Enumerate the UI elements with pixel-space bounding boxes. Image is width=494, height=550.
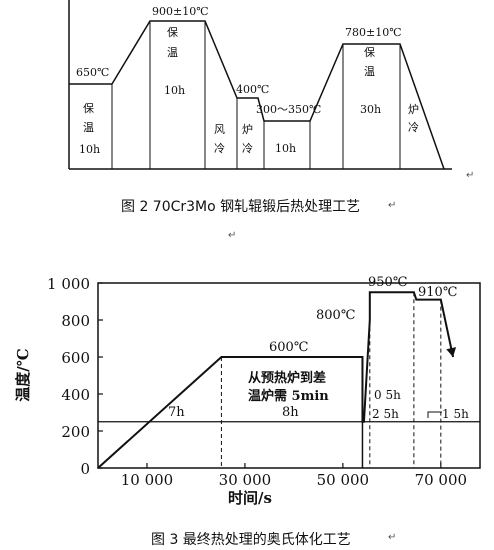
chart-ylabel: 温度/℃: [14, 348, 32, 401]
chart-x-tick-label: 50 000: [317, 471, 370, 489]
fig2-hold4-wen: 温: [364, 65, 375, 78]
chart-x-tick-label: 30 000: [219, 471, 272, 489]
chart-xlabel: 时间/s: [228, 489, 272, 507]
chart-annot-7h: 7h: [168, 405, 185, 420]
chart-y-tick-label: 600: [61, 349, 90, 367]
figure2-caption: 图 2 70Cr3Mo 钢轧辊锻后热处理工艺: [121, 199, 361, 215]
chart-annot-800: 800℃: [316, 308, 355, 323]
fig2-hold1-bao: 保: [83, 101, 94, 115]
chart-annot-950: 950℃: [368, 275, 407, 290]
fig2-label-780: 780±10℃: [345, 26, 402, 39]
fig2-process-curve: [69, 20, 445, 170]
fig2-hold2-time: 10h: [164, 84, 185, 97]
figure2-diagram: 650℃ 900±10℃ 400℃ 300～350℃ 780±10℃ 保 温 1…: [68, 0, 452, 170]
fig2-hold4-bao: 保: [364, 45, 375, 59]
fig2-hold3-time: 10h: [275, 142, 296, 155]
fig2-label-650: 650℃: [76, 66, 109, 79]
paragraph-mark: ↵: [388, 200, 397, 211]
chart-annot-bracket: [427, 411, 442, 418]
figure3-caption: 图 3 最终热处理的奥氏体化工艺: [151, 532, 351, 548]
fig2-hold2-wen: 温: [167, 46, 178, 59]
chart-arrowhead: [446, 347, 457, 357]
fig2-label-900: 900±10℃: [152, 5, 209, 18]
fig2-label-400: 400℃: [236, 83, 269, 96]
chart-series-line: [97, 291, 455, 469]
paragraph-mark: ↵: [228, 230, 237, 241]
chart-annot-transfer-2: 温炉需 5min: [248, 388, 329, 404]
chart-y-tick-label: 800: [61, 312, 90, 330]
chart-annot-0-5h: 0 5h: [374, 388, 401, 402]
chart-y-tick-label: 0: [80, 460, 90, 478]
fig2-label-300-350: 300～350℃: [256, 103, 321, 116]
chart-y-tick-label: 200: [61, 423, 90, 441]
chart-y-tick-label: 1 000: [47, 275, 90, 293]
fig2-furnace2-leng: 冷: [408, 121, 419, 134]
paragraph-mark: ↵: [388, 532, 397, 543]
chart-y-tick-label: 400: [61, 386, 90, 404]
chart-annot-transfer-1: 从预热炉到差: [248, 370, 326, 386]
fig2-furnace1-lu: 炉: [242, 123, 253, 136]
chart-annot-600: 600℃: [269, 340, 308, 355]
chart-annot-2-5h: 2 5h: [372, 407, 399, 421]
fig2-hold1-wen: 温: [83, 121, 94, 134]
fig2-furnace1-leng: 冷: [242, 142, 253, 155]
chart-annot-1-5h: 1 5h: [442, 407, 469, 421]
fig2-air-leng: 冷: [214, 142, 225, 155]
chart-plot-frame: [97, 282, 481, 469]
chart-x-tick-label: 10 000: [121, 471, 174, 489]
fig2-furnace2-lu: 炉: [408, 103, 419, 116]
chart-x-tick-label: 70 000: [415, 471, 468, 489]
fig2-hold2-bao: 保: [167, 25, 178, 39]
fig2-hold1-time: 10h: [79, 143, 100, 156]
fig2-hold4-time: 30h: [360, 103, 381, 116]
paragraph-mark: ↵: [466, 170, 475, 181]
chart-annot-8h: 8h: [282, 405, 299, 420]
fig2-air-feng: 风: [214, 123, 225, 136]
chart-annot-910: 910℃: [418, 285, 457, 300]
